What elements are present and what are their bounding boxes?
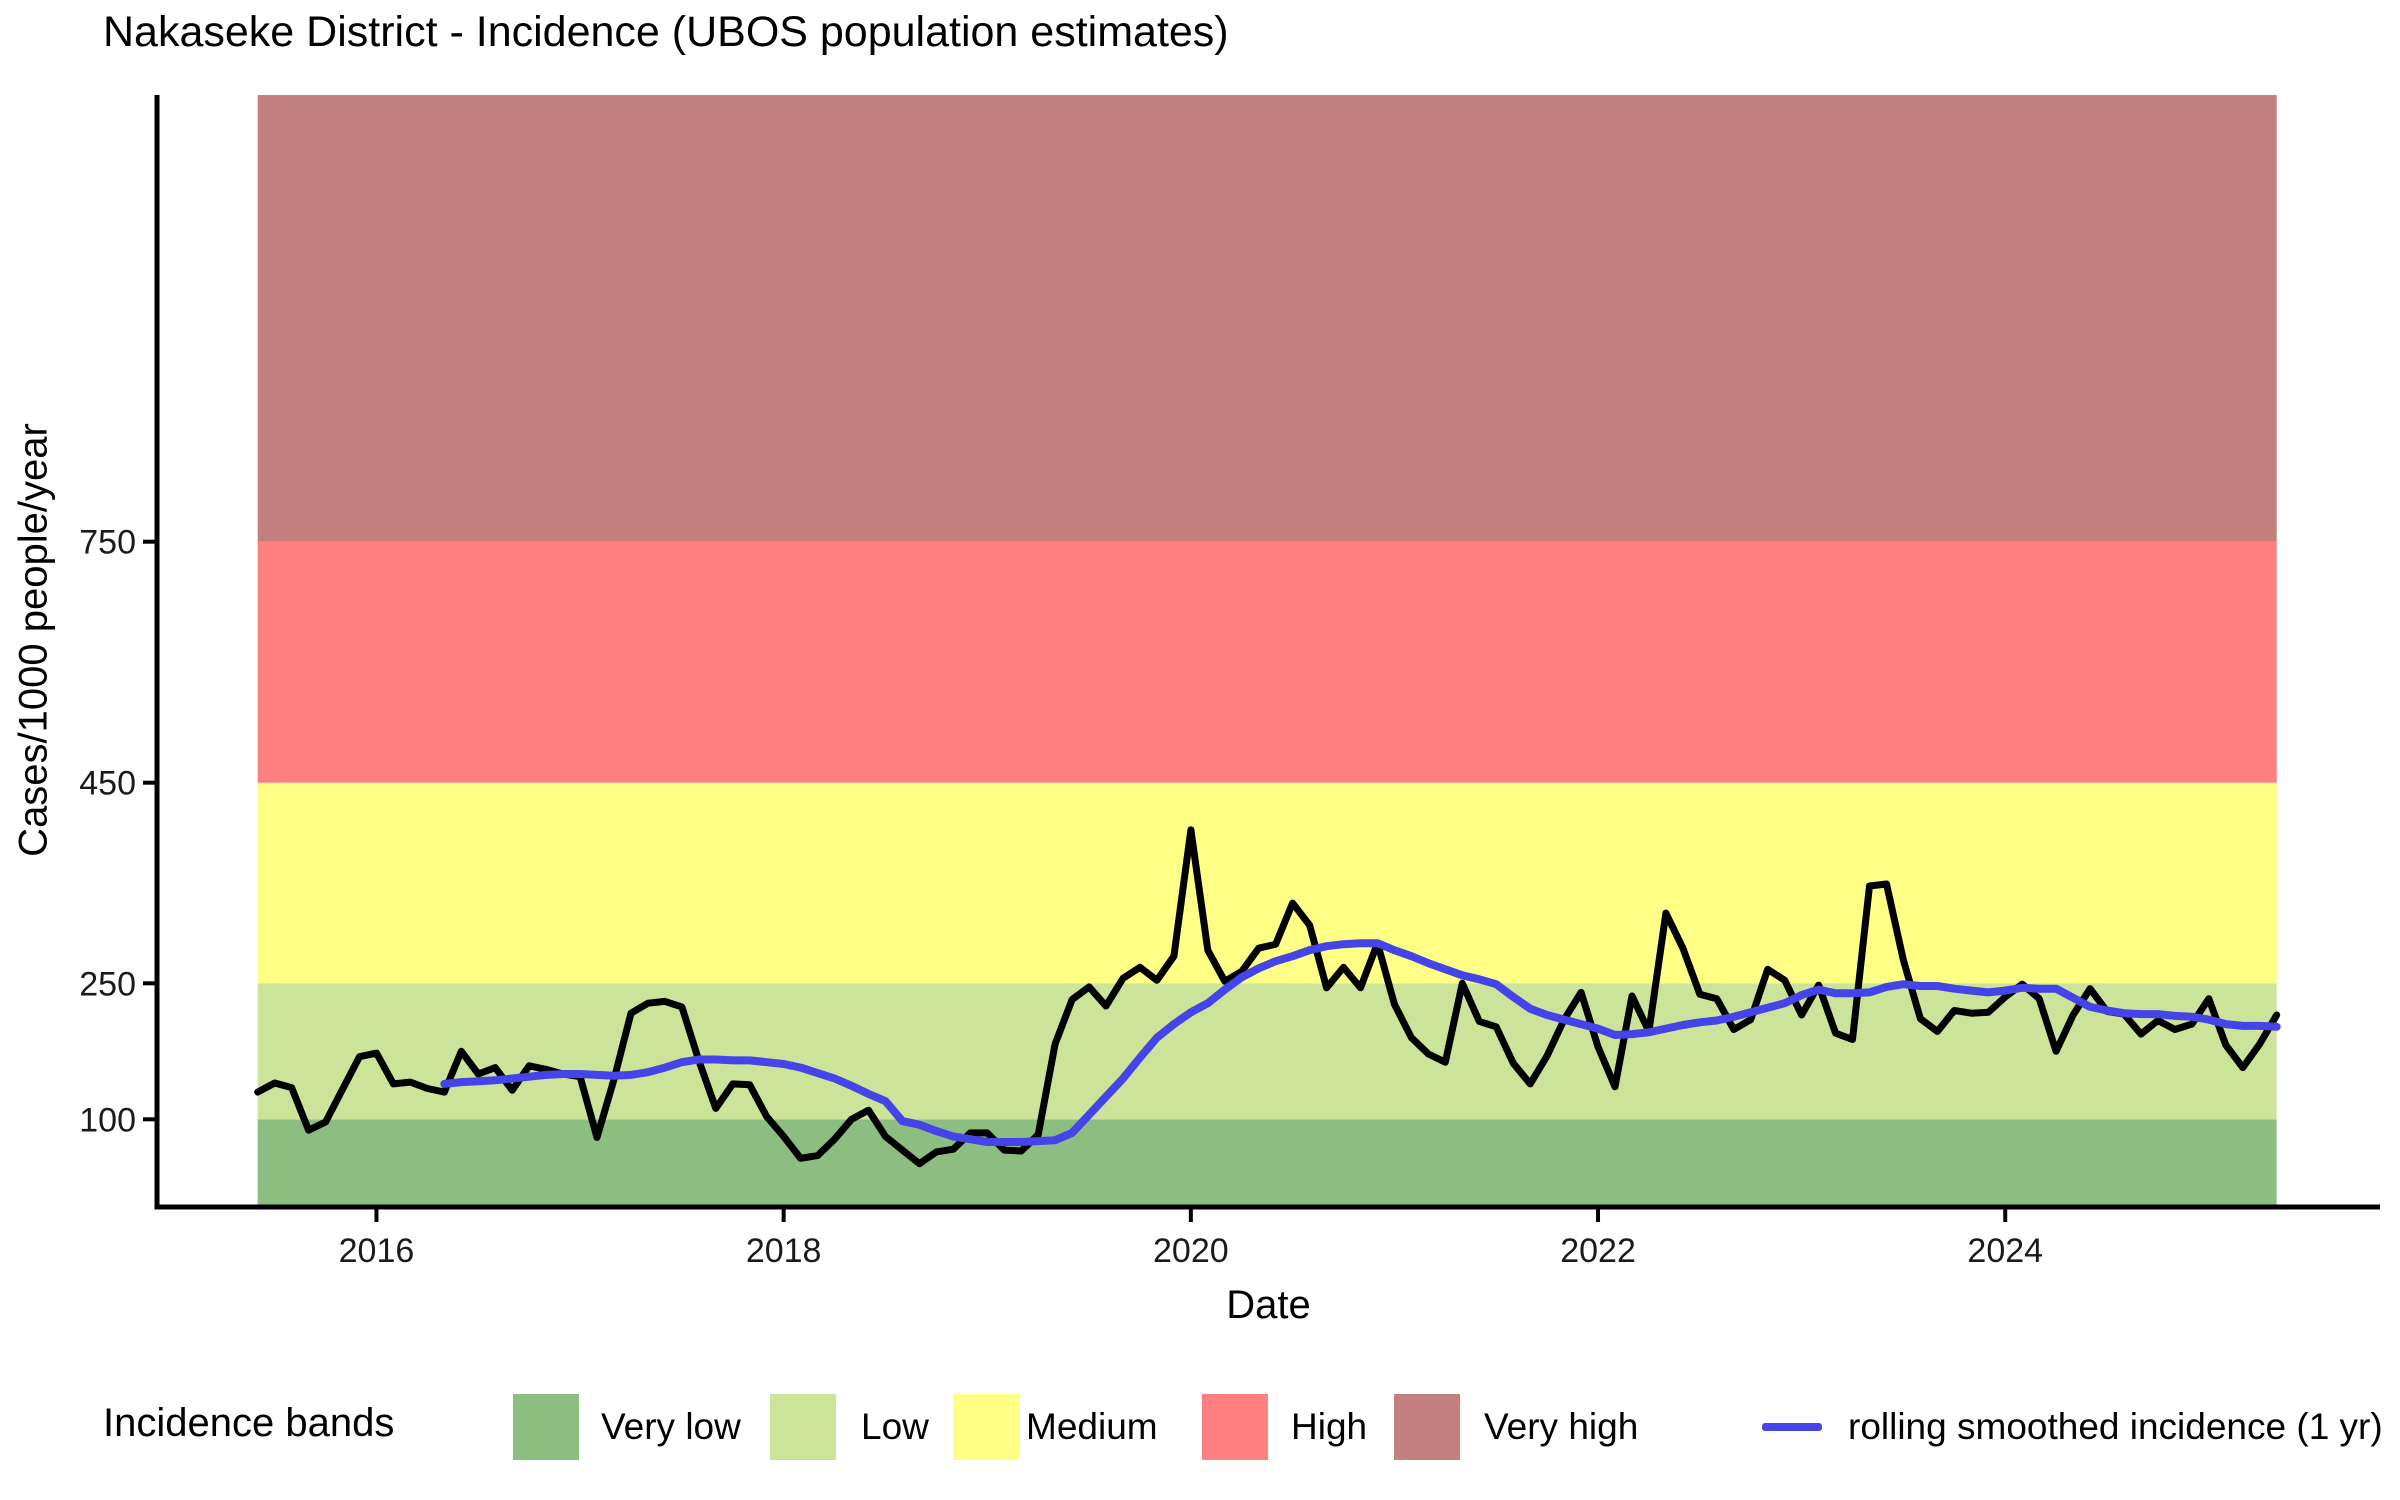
band-very-low: [257, 1119, 2277, 1207]
band-medium: [257, 782, 2277, 984]
x-axis-title: Date: [1226, 1283, 1311, 1327]
y-tick-label: 450: [79, 765, 136, 803]
legend-label-high: High: [1291, 1406, 1368, 1447]
x-tick-label: 2022: [1560, 1232, 1636, 1270]
y-tick-label: 250: [79, 965, 136, 1003]
legend-swatch-very-low: [513, 1394, 579, 1460]
band-low: [257, 983, 2277, 1120]
y-tick-label: 750: [79, 524, 136, 562]
band-high: [257, 541, 2277, 783]
x-tick-label: 2020: [1153, 1232, 1229, 1270]
legend-swatch-high: [1202, 1394, 1268, 1460]
legend-swatch-medium: [953, 1394, 1019, 1460]
smoothed-incidence-line: [440, 939, 2281, 1146]
legend-label-very-high: Very high: [1484, 1406, 1639, 1447]
legend-label-medium: Medium: [1026, 1406, 1158, 1447]
incidence-line: [254, 826, 2281, 1168]
smoothed-line-legend-key: [1762, 1423, 1822, 1431]
x-tick-label: 2024: [1967, 1232, 2043, 1270]
incidence-chart: 100 250 450 750 2016 2018 2020 2022 2024: [79, 95, 2380, 1270]
legend-label-low: Low: [861, 1406, 929, 1447]
band-very-high: [257, 95, 2277, 542]
legend-swatch-very-high: [1394, 1394, 1460, 1460]
legend-title: Incidence bands: [103, 1401, 395, 1445]
legend-label-very-low: Very low: [601, 1406, 741, 1447]
y-axis-title: Cases/1000 people/year: [11, 423, 56, 857]
chart-title: Nakaseke District - Incidence (UBOS popu…: [103, 8, 1229, 56]
x-tick-label: 2016: [339, 1232, 415, 1270]
legend-swatch-low: [770, 1394, 836, 1460]
y-tick-label: 100: [79, 1101, 136, 1139]
x-tick-label: 2018: [746, 1232, 822, 1270]
smoothed-line-legend-label: rolling smoothed incidence (1 yr): [1848, 1406, 2383, 1447]
